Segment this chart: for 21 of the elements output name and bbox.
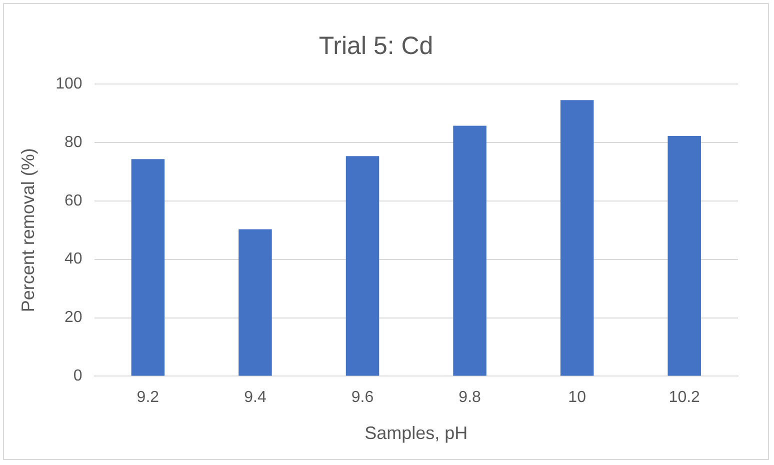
- chart-title: Trial 5: Cd: [318, 32, 434, 60]
- y-tick-label: 40: [64, 250, 82, 268]
- x-tick-label: 10.2: [668, 389, 700, 406]
- x-tick-label: 9.2: [136, 389, 160, 406]
- y-tick-label: 0: [73, 368, 82, 385]
- bar: [346, 156, 380, 376]
- x-tick-label: 9.8: [458, 389, 482, 406]
- bar: [238, 229, 272, 376]
- y-tick-label: 80: [64, 134, 82, 151]
- bar: [131, 159, 165, 376]
- x-axis-title: Samples, pH: [364, 423, 468, 444]
- y-tick-label: 20: [64, 309, 82, 326]
- bar: [560, 100, 594, 376]
- x-tick-label: 9.6: [351, 389, 374, 406]
- bar: [668, 136, 701, 376]
- x-tick-label: 10: [568, 389, 586, 406]
- y-tick-label: 100: [56, 75, 82, 92]
- x-tick-label: 9.4: [244, 389, 266, 406]
- y-tick-label: 60: [64, 192, 82, 210]
- bar: [453, 126, 486, 376]
- y-axis-title: Percent removal (%): [18, 148, 38, 312]
